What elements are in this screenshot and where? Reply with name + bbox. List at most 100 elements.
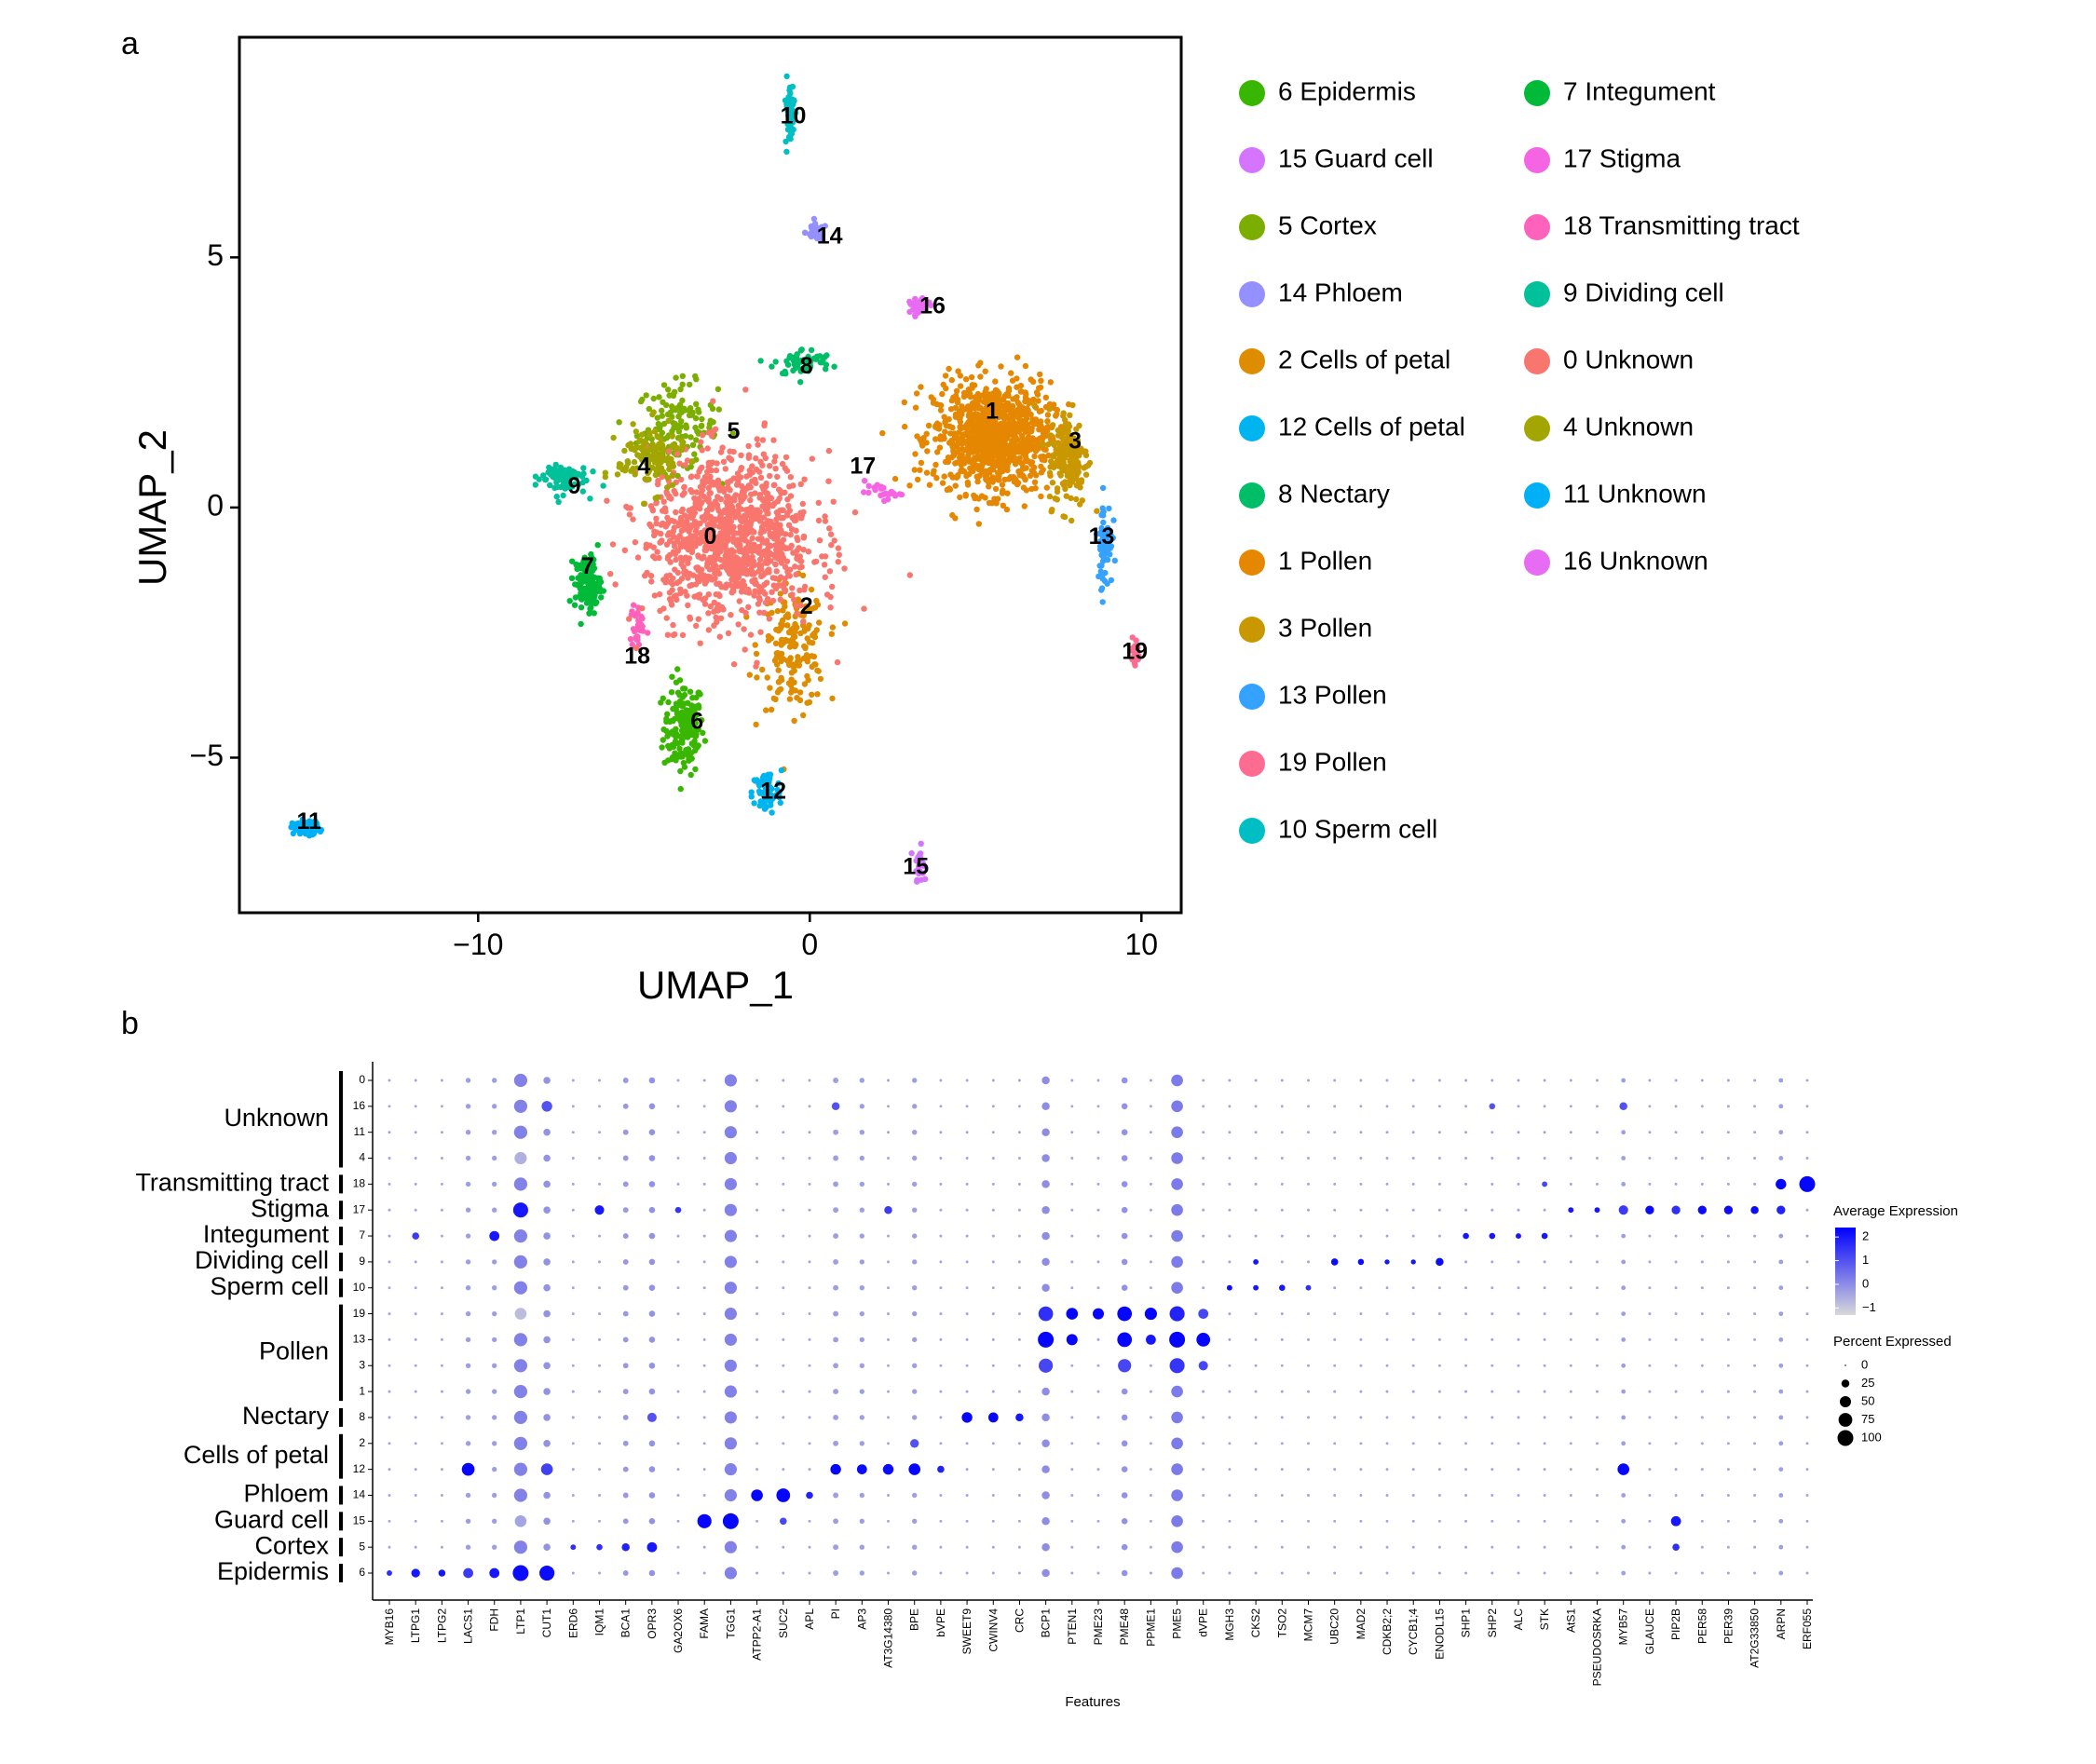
dotplot-dot — [1799, 1175, 1816, 1192]
dotplot-dot — [1017, 1260, 1021, 1264]
dotplot-dot — [571, 1468, 575, 1472]
dotplot-dot — [1017, 1182, 1021, 1186]
dotplot-dot — [1726, 1234, 1730, 1238]
dotplot-dot — [676, 1105, 680, 1108]
umap-point — [687, 771, 694, 779]
legend-label: 18 Transmitting tract — [1563, 210, 1800, 239]
legend-label: 6 Epidermis — [1278, 76, 1416, 105]
umap-point — [1019, 435, 1026, 441]
dotplot-dot — [1437, 1468, 1441, 1472]
dotplot-dot — [1307, 1390, 1310, 1393]
umap-point — [687, 434, 694, 441]
umap-point — [642, 476, 648, 482]
umap-point — [930, 400, 937, 406]
dotplot-dot — [1569, 1519, 1572, 1523]
umap-point — [586, 610, 592, 617]
dotplot-dot — [1805, 1571, 1809, 1575]
dotplot-dot — [1805, 1416, 1809, 1419]
umap-point — [674, 444, 681, 452]
umap-point — [779, 460, 786, 468]
dotplot-dot — [622, 1570, 629, 1576]
dotplot-dot — [440, 1208, 443, 1212]
umap-cluster-label: 9 — [568, 473, 581, 499]
umap-point — [901, 399, 907, 406]
dotplot-dot — [1169, 1331, 1186, 1348]
dotplot-dot — [755, 1571, 759, 1575]
umap-point — [911, 467, 918, 473]
umap-point — [977, 373, 984, 380]
dotplot-dot — [1096, 1390, 1100, 1393]
dotplot-dot — [724, 1255, 737, 1269]
umap-point — [1068, 517, 1075, 524]
umap-point — [962, 376, 970, 383]
umap-point — [717, 449, 725, 455]
umap-point — [687, 533, 694, 539]
umap-point — [1074, 437, 1082, 443]
dotplot-feature-label: MCM7 — [1302, 1608, 1315, 1642]
umap-point — [770, 437, 777, 443]
dotplot-dot — [1017, 1208, 1021, 1212]
dotplot-dot — [598, 1105, 601, 1108]
umap-point — [767, 775, 773, 781]
umap-point — [681, 484, 687, 491]
dotplot-dot — [782, 1416, 785, 1419]
dotplot-dot — [1596, 1182, 1599, 1186]
dotplot-feature-label: TSO2 — [1275, 1608, 1288, 1638]
legend-swatch — [1239, 147, 1265, 173]
umap-point — [691, 533, 699, 539]
dotplot-dot — [1307, 1571, 1310, 1575]
umap-point — [1071, 459, 1078, 466]
umap-point — [730, 661, 738, 668]
dotplot-dot — [1017, 1286, 1021, 1290]
dotplot-dot — [939, 1571, 943, 1575]
umap-point — [679, 373, 686, 379]
dotplot-feature-label: dVPE — [1197, 1608, 1210, 1637]
dotplot-dot — [1437, 1545, 1441, 1549]
umap-point — [1013, 442, 1020, 450]
umap-point — [687, 405, 694, 412]
umap-point — [930, 470, 936, 477]
umap-point — [568, 575, 576, 581]
dotplot-dot — [1121, 1414, 1128, 1421]
dotplot-dot — [571, 1494, 575, 1497]
dotplot-dot — [414, 1260, 417, 1264]
umap-point — [687, 381, 693, 388]
dotplot-dot — [543, 1388, 551, 1395]
umap-point — [736, 598, 742, 604]
umap-point — [734, 509, 741, 515]
umap-point — [612, 581, 619, 588]
umap-point — [560, 492, 566, 499]
dotplot-feature-label: UBC20 — [1328, 1608, 1341, 1645]
dotplot-dot — [1411, 1545, 1415, 1549]
dotplot-dot — [622, 1363, 629, 1369]
dotplot-dot — [697, 1513, 712, 1528]
dotplot-dot — [622, 1492, 629, 1499]
umap-point — [914, 878, 920, 885]
dotplot-dot — [492, 1441, 497, 1446]
dotplot-dot — [388, 1105, 391, 1108]
umap-point — [906, 482, 913, 489]
umap-point — [819, 230, 825, 237]
dotplot-dot — [388, 1208, 391, 1212]
umap-point — [710, 398, 716, 404]
umap-point — [1008, 421, 1014, 427]
umap-point — [1014, 447, 1021, 455]
umap-point — [673, 509, 679, 516]
umap-point — [1005, 476, 1013, 482]
dotplot-dot — [755, 1545, 759, 1549]
dotplot-dot — [543, 1414, 551, 1421]
umap-point — [586, 593, 592, 600]
umap-point — [738, 467, 744, 473]
dotplot-dot — [1543, 1157, 1546, 1160]
dotplot-dot — [1674, 1312, 1678, 1316]
umap-point — [1049, 507, 1055, 513]
dotplot-dot — [492, 1130, 497, 1135]
dotplot-dot — [1070, 1105, 1074, 1108]
dotplot-row-6 — [387, 1565, 1809, 1581]
dotplot-dot — [1596, 1079, 1599, 1082]
umap-point — [1022, 398, 1028, 405]
dotplot-dot — [1333, 1312, 1337, 1316]
dotplot-dot — [1700, 1182, 1704, 1186]
dotplot-dot — [961, 1412, 973, 1423]
dotplot-dot — [782, 1390, 785, 1393]
